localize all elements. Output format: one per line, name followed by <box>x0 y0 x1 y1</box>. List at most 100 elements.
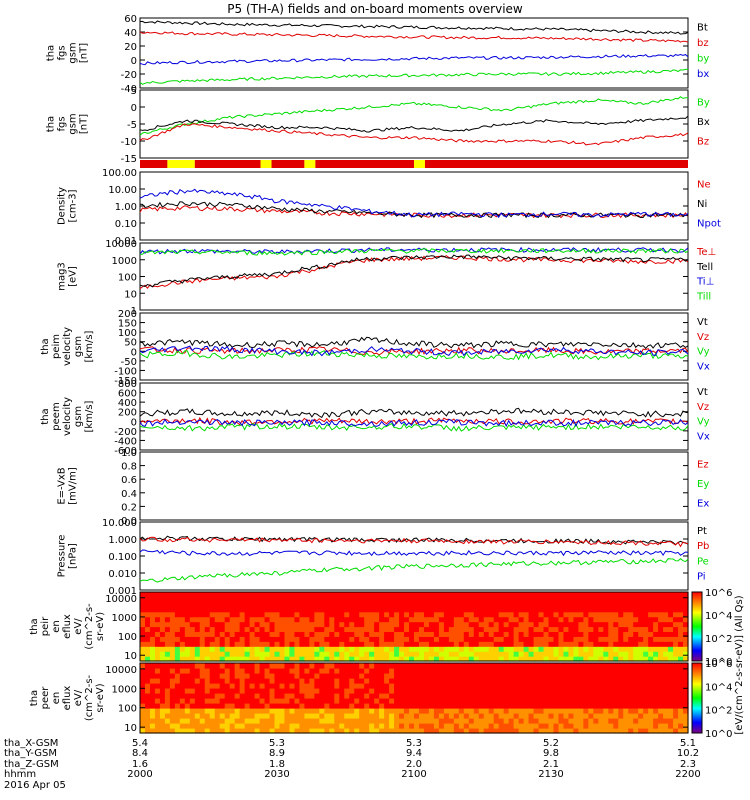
heatmap-cell <box>209 621 216 628</box>
heatmap-cell <box>593 693 599 699</box>
heatmap-cell <box>359 688 365 694</box>
heatmap-cell <box>418 592 425 598</box>
heatmap-cell <box>389 656 395 662</box>
heatmap-cell <box>239 641 246 647</box>
heatmap-cell <box>204 693 211 699</box>
heatmap-cell <box>339 688 345 694</box>
y-tick-label: 0.0 <box>121 516 137 527</box>
heatmap-cell <box>558 683 565 689</box>
heatmap-cell <box>448 678 455 684</box>
heatmap-cell <box>374 678 380 684</box>
heatmap-cell <box>319 688 325 694</box>
heatmap-cell <box>229 592 236 598</box>
heatmap-cell <box>334 592 340 598</box>
heatmap-cell <box>279 596 286 603</box>
heatmap-cell <box>194 641 201 647</box>
heatmap-cell <box>463 606 470 613</box>
heatmap-cell <box>224 592 231 598</box>
heatmap-cell <box>309 718 315 724</box>
heatmap-cell <box>503 728 510 734</box>
heatmap-cell <box>578 626 584 633</box>
heatmap-cell <box>423 592 430 598</box>
heatmap-cell <box>598 728 604 734</box>
heatmap-cell <box>144 616 151 623</box>
y-axis-label: eflux <box>62 686 73 711</box>
heatmap-cell <box>244 606 251 613</box>
heatmap-cell <box>623 656 629 662</box>
y-axis-label: peem <box>51 402 62 430</box>
heatmap-cell <box>194 713 201 719</box>
heatmap-cell <box>339 718 345 724</box>
heatmap-cell <box>538 631 545 637</box>
heatmap-cell <box>613 683 619 689</box>
heatmap-cell <box>653 678 659 684</box>
heatmap-cell <box>364 703 370 709</box>
heatmap-cell <box>394 728 400 734</box>
heatmap-cell <box>204 723 211 729</box>
heatmap-cell <box>389 688 395 694</box>
heatmap-cell <box>448 606 455 613</box>
heatmap-cell <box>633 728 639 734</box>
heatmap-cell <box>319 703 325 709</box>
heatmap-cell <box>683 688 689 694</box>
heatmap-cell <box>558 596 565 603</box>
heatmap-cell <box>523 606 530 613</box>
heatmap-cell <box>304 592 310 598</box>
heatmap-cell <box>329 673 335 679</box>
heatmap-cell <box>349 693 355 699</box>
heatmap-cell <box>478 656 485 662</box>
heatmap-cell <box>608 678 614 684</box>
heatmap-cell <box>613 673 619 679</box>
heatmap-cell <box>498 651 505 657</box>
heatmap-cell <box>229 606 236 613</box>
heatmap-cell <box>304 626 310 633</box>
heatmap-cell <box>354 663 360 669</box>
heatmap-cell <box>638 596 644 603</box>
heatmap-cell <box>598 693 604 699</box>
heatmap-cell <box>678 606 684 613</box>
heatmap-cell <box>284 713 291 719</box>
heatmap-cell <box>623 592 629 598</box>
heatmap-cell <box>289 651 296 657</box>
heatmap-cell <box>174 678 181 684</box>
heatmap-cell <box>443 713 450 719</box>
heatmap-cell <box>488 703 495 709</box>
heatmap-cell <box>623 708 629 714</box>
heatmap-cell <box>309 651 315 657</box>
heatmap-cell <box>453 656 460 662</box>
heatmap-cell <box>279 668 286 674</box>
heatmap-cell <box>159 656 166 662</box>
heatmap-cell <box>553 611 560 618</box>
heatmap-cell <box>329 663 335 669</box>
heatmap-cell <box>548 651 555 657</box>
heatmap-cell <box>448 698 455 704</box>
heatmap-cell <box>154 631 161 637</box>
heatmap-cell <box>428 611 435 618</box>
heatmap-cell <box>683 601 689 608</box>
heatmap-cell <box>598 688 604 694</box>
heatmap-cell <box>164 713 171 719</box>
heatmap-cell <box>409 693 415 699</box>
heatmap-cell <box>309 688 315 694</box>
heatmap-cell <box>583 663 589 669</box>
heatmap-cell <box>209 703 216 709</box>
heatmap-cell <box>553 636 560 642</box>
heatmap-cell <box>603 651 609 657</box>
heatmap-cell <box>234 636 241 642</box>
heatmap-cell <box>179 678 186 684</box>
heatmap-cell <box>523 678 530 684</box>
heatmap-cell <box>588 641 594 647</box>
heatmap-cell <box>264 693 271 699</box>
heatmap-cell <box>364 621 370 628</box>
heatmap-cell <box>418 611 425 618</box>
heatmap-cell <box>483 718 490 724</box>
heatmap-cell <box>563 668 570 674</box>
heatmap-cell <box>643 641 649 647</box>
heatmap-cell <box>184 646 191 652</box>
heatmap-cell <box>404 592 410 598</box>
heatmap-cell <box>428 616 435 623</box>
heatmap-cell <box>339 631 345 637</box>
heatmap-cell <box>314 592 320 598</box>
heatmap-cell <box>588 673 594 679</box>
heatmap-cell <box>503 601 510 608</box>
